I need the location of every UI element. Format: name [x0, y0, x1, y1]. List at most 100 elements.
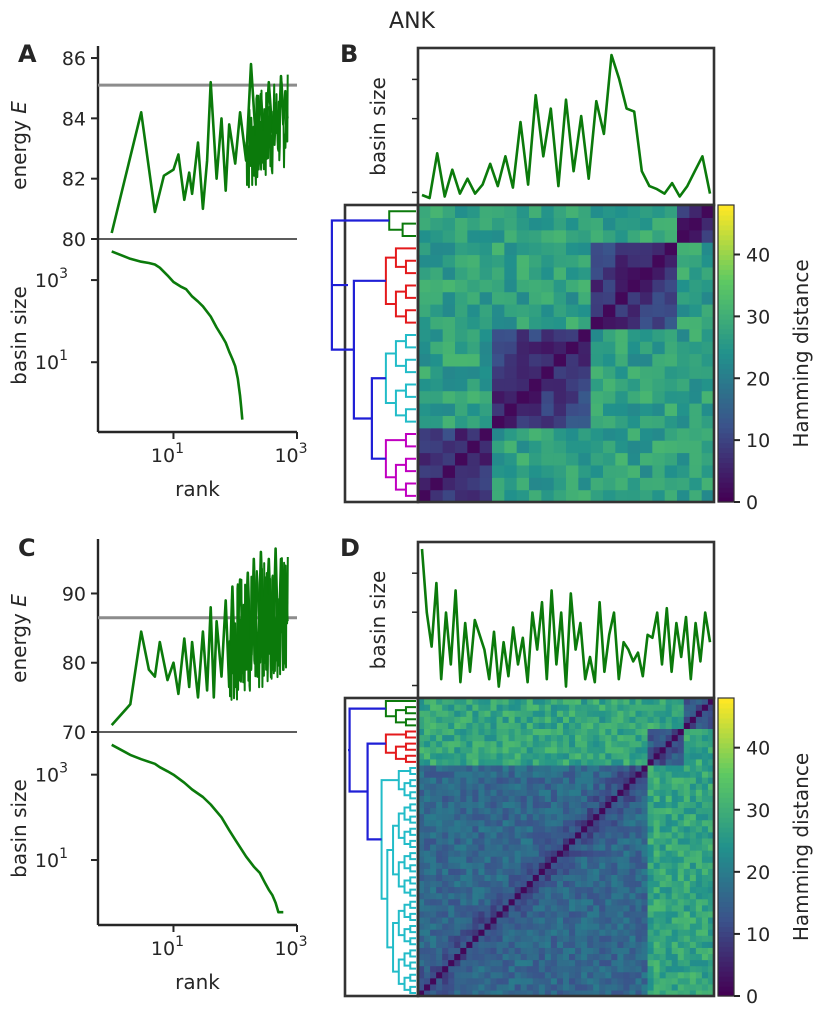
- heatmap-cell: [484, 898, 492, 906]
- heatmap-cell: [490, 856, 498, 863]
- heatmap-cell: [569, 740, 576, 748]
- heatmap-cell: [424, 807, 431, 815]
- heatmap-cell: [615, 291, 629, 305]
- heatmap-cell: [424, 795, 431, 802]
- heatmap-cell: [520, 923, 528, 930]
- heatmap-cell: [617, 868, 624, 875]
- heatmap-cell: [701, 886, 709, 894]
- heatmap-cell: [677, 825, 685, 833]
- heatmap-cell: [603, 365, 616, 379]
- heatmap-cell: [484, 825, 492, 833]
- heatmap-cell: [556, 710, 564, 717]
- heatmap-cell: [430, 983, 437, 991]
- heatmap-cell: [605, 728, 612, 736]
- heatmap-cell: [562, 752, 570, 760]
- heatmap-cell: [492, 304, 505, 317]
- heatmap-cell: [707, 874, 715, 882]
- heatmap-cell: [508, 777, 516, 784]
- heatmap-cell: [677, 898, 685, 906]
- dendrogram-branch-B2: [394, 340, 406, 367]
- heatmap-cell: [671, 704, 679, 711]
- basin-rank-series-A2: [111, 250, 244, 420]
- heatmap-cell: [454, 953, 461, 961]
- heatmap-cell: [605, 777, 612, 784]
- heatmap-cell: [544, 740, 552, 748]
- heatmap-cell: [418, 403, 431, 416]
- heatmap-cell: [603, 477, 616, 491]
- heatmap-cell: [640, 229, 653, 243]
- heatmap-cell: [653, 947, 661, 955]
- heatmap-cell: [701, 378, 715, 392]
- heatmap-cell: [599, 795, 606, 802]
- heatmap-cell: [448, 734, 455, 742]
- heatmap-cell: [575, 801, 582, 809]
- heatmap-cell: [627, 229, 641, 243]
- heatmap-cell: [635, 716, 643, 723]
- heatmap-cell: [544, 831, 552, 839]
- colorbar-tick-label-D2: 0: [746, 986, 758, 1008]
- heatmap-cell: [689, 440, 703, 454]
- heatmap-cell: [599, 850, 606, 857]
- colorbar-band-B2: [718, 432, 734, 439]
- heatmap-cell: [553, 427, 567, 441]
- heatmap-cell: [695, 837, 703, 845]
- heatmap-cell: [689, 953, 697, 961]
- heatmap-cell: [677, 477, 690, 491]
- heatmap-cell: [553, 489, 567, 503]
- heatmap-cell: [677, 489, 690, 503]
- heatmap-cell: [448, 916, 455, 924]
- heatmap-cell: [502, 801, 510, 809]
- heatmap-cell: [683, 977, 691, 985]
- heatmap-cell: [562, 874, 570, 882]
- heatmap-cell: [611, 825, 618, 833]
- heatmap-cell: [603, 403, 616, 416]
- heatmap-cell: [514, 947, 522, 955]
- heatmap-cell: [665, 783, 673, 790]
- heatmap-cell: [556, 734, 564, 742]
- heatmap-cell: [478, 983, 486, 991]
- heatmap-cell: [538, 704, 546, 711]
- heatmap-cell: [575, 971, 582, 979]
- heatmap-cell: [581, 801, 588, 809]
- heatmap-cell: [653, 904, 661, 912]
- heatmap-cell: [526, 892, 534, 900]
- heatmap-cell: [701, 698, 709, 705]
- heatmap-cell: [689, 874, 697, 882]
- heatmap-cell: [455, 266, 468, 280]
- heatmap-cell: [520, 734, 528, 742]
- heatmap-cell: [652, 316, 666, 330]
- heatmap-cell: [418, 843, 425, 851]
- heatmap-cell: [664, 341, 678, 355]
- heatmap-cell: [677, 789, 685, 796]
- heatmap-cell: [466, 783, 473, 790]
- heatmap-cell: [707, 740, 715, 748]
- heatmap-cell: [478, 904, 486, 912]
- heatmap-cell: [492, 415, 505, 429]
- heatmap-cell: [430, 819, 437, 827]
- heatmap-cell: [605, 831, 612, 839]
- heatmap-cell: [442, 716, 449, 723]
- heatmap-cell: [683, 698, 691, 705]
- heatmap-cell: [671, 874, 679, 882]
- heatmap-cell: [472, 752, 480, 760]
- heatmap-cell: [472, 904, 480, 912]
- heatmap-cell: [581, 983, 588, 991]
- heatmap-cell: [466, 764, 473, 772]
- heatmap-cell: [689, 728, 697, 736]
- heatmap-cell: [701, 850, 709, 857]
- heatmap-cell: [520, 983, 528, 991]
- heatmap-cell: [472, 874, 480, 882]
- colorbar-band-D2: [718, 866, 734, 873]
- heatmap-cell: [617, 801, 624, 809]
- heatmap-cell: [599, 752, 606, 760]
- heatmap-cell: [623, 783, 631, 790]
- heatmap-cell: [430, 953, 437, 961]
- heatmap-cell: [627, 427, 641, 441]
- heatmap-cell: [550, 977, 558, 985]
- heatmap-cell: [665, 807, 673, 815]
- heatmap-cell: [575, 898, 582, 906]
- heatmap-cell: [556, 831, 564, 839]
- heatmap-cell: [516, 316, 530, 330]
- heatmap-cell: [516, 217, 530, 231]
- colorbar-band-B2: [718, 294, 734, 300]
